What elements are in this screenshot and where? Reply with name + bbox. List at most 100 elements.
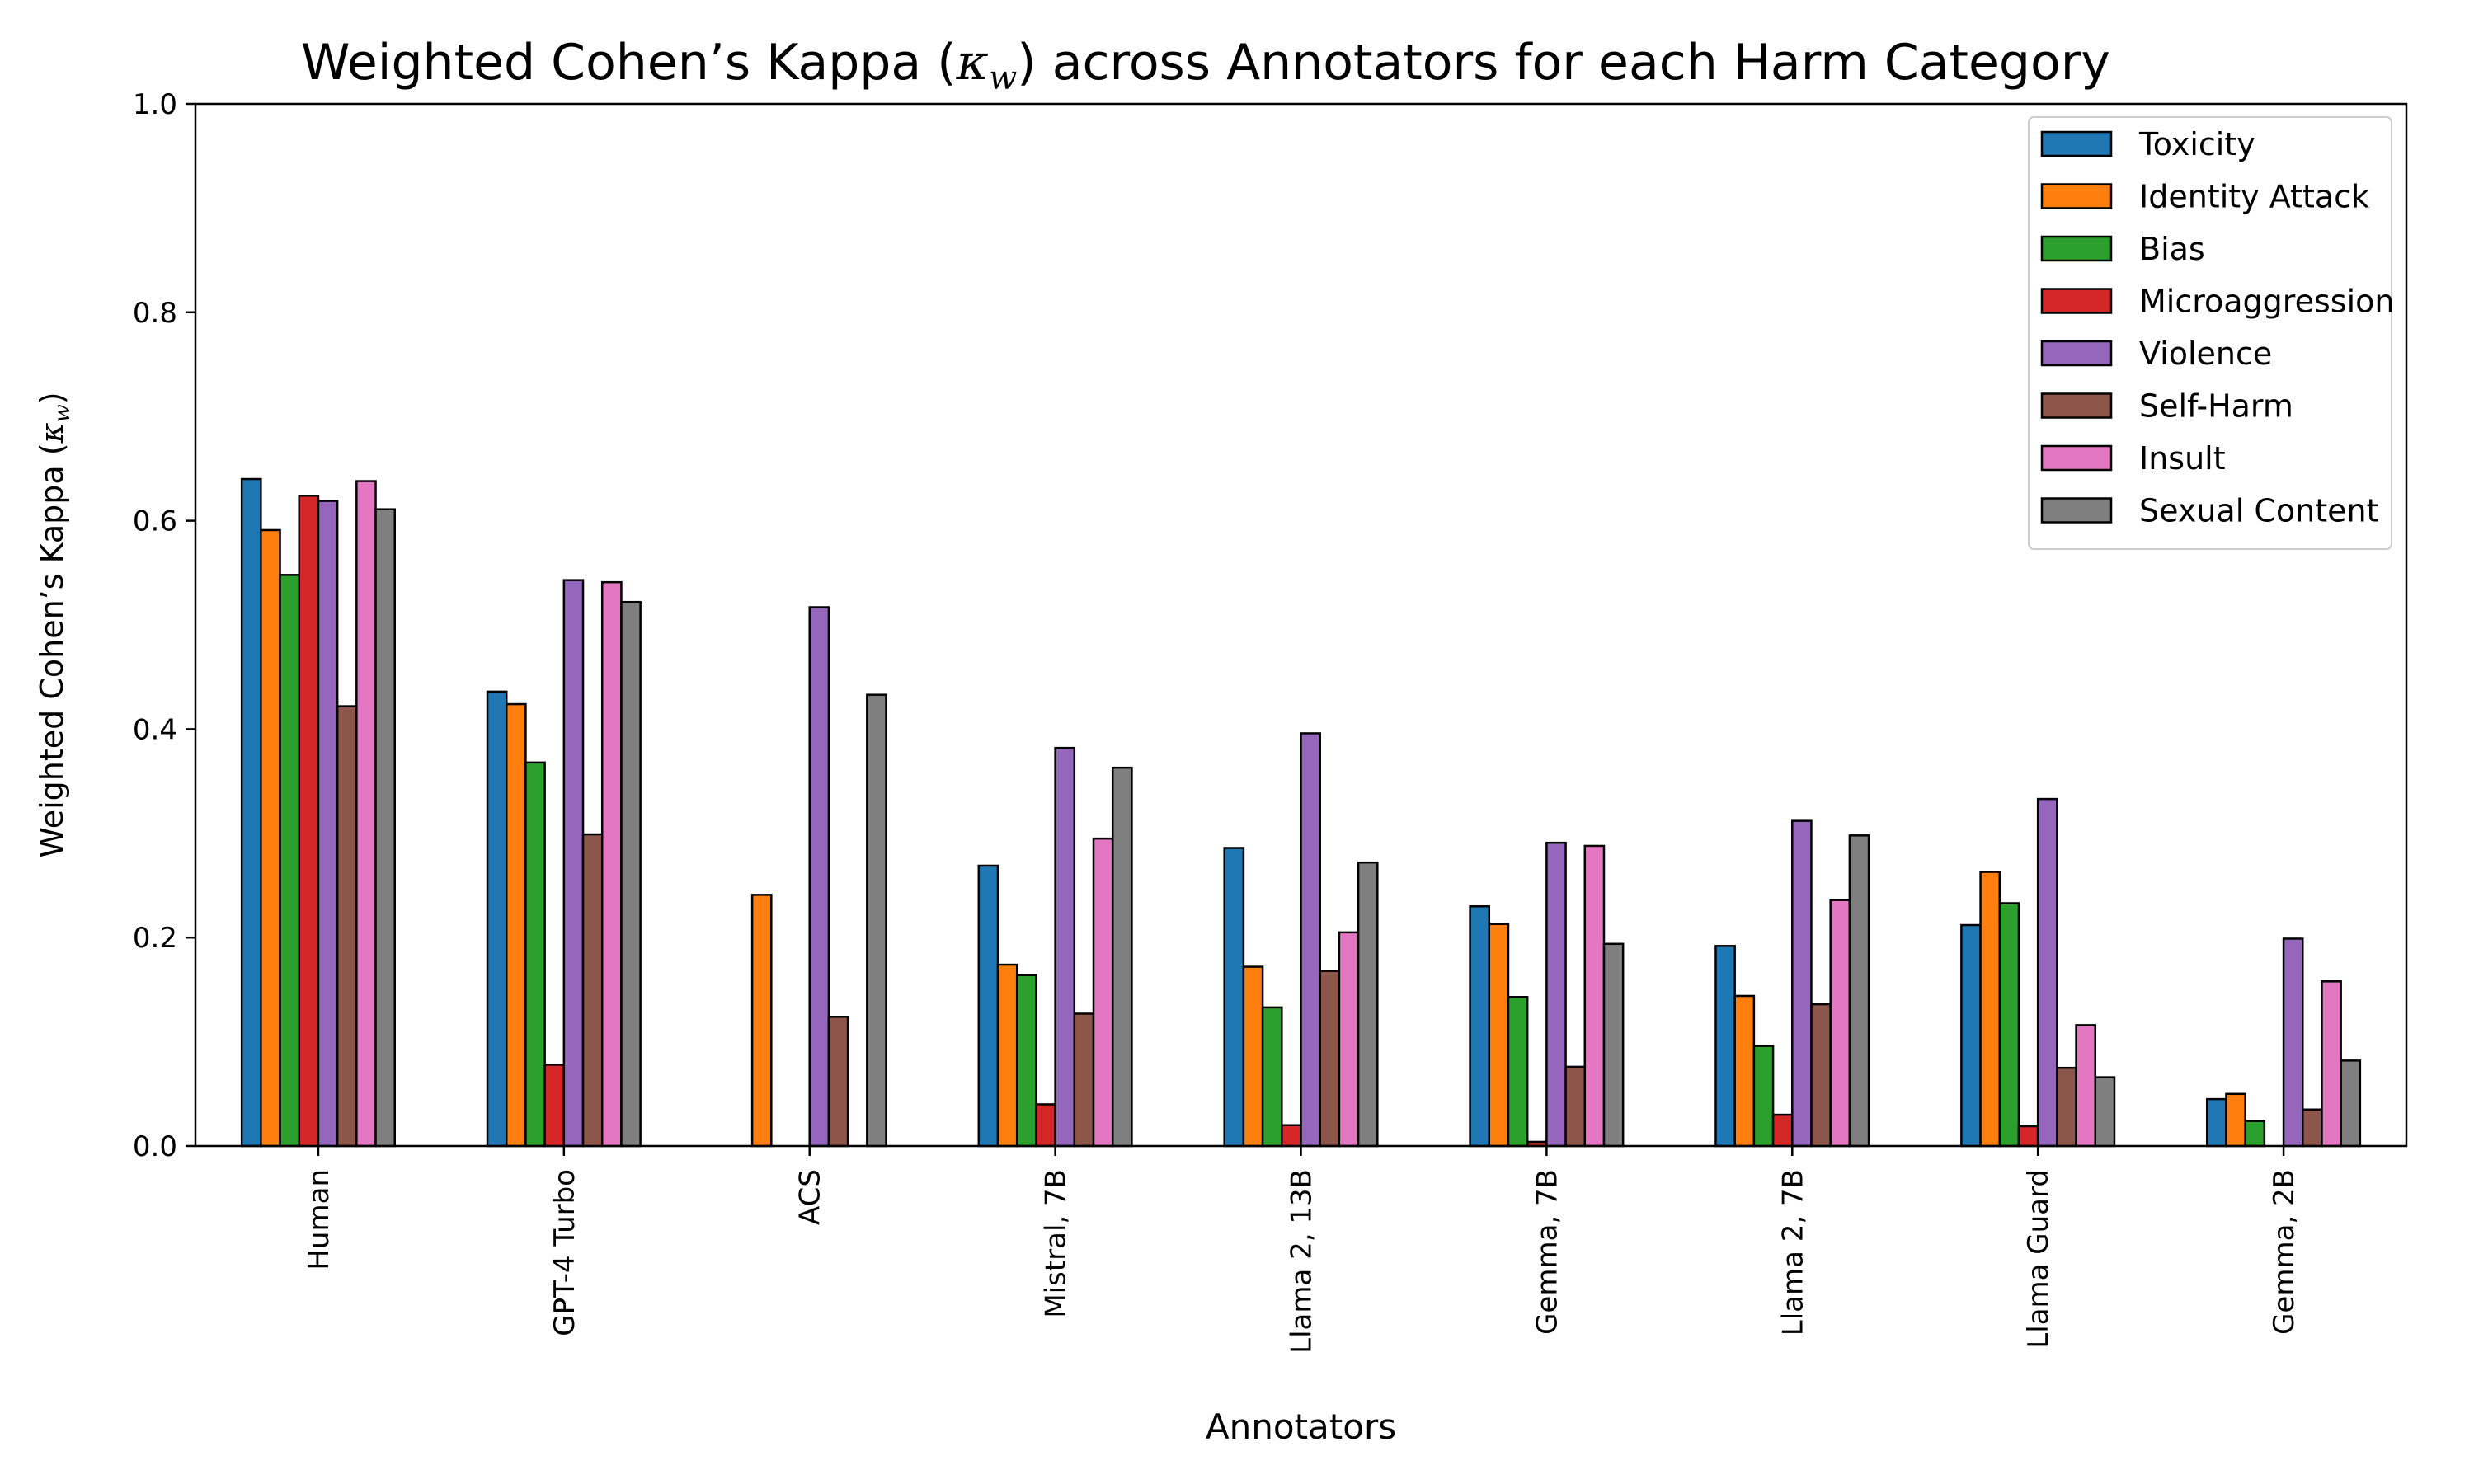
- legend-swatch: [2040, 235, 2113, 262]
- bar-group: [1469, 841, 1625, 1148]
- bar: [1111, 766, 1133, 1148]
- bar: [1092, 837, 1114, 1148]
- x-tick-label: Mistral, 7B: [1040, 1169, 1073, 1318]
- bar-group: [750, 606, 887, 1148]
- bar: [1281, 1124, 1302, 1148]
- x-tick-label: ACS: [794, 1169, 827, 1225]
- bar-group: [1223, 732, 1379, 1148]
- bar: [1319, 970, 1341, 1148]
- legend-swatch: [2040, 130, 2113, 157]
- bar: [562, 579, 585, 1148]
- x-tick-label: Llama 2, 13B: [1286, 1169, 1319, 1354]
- bar-group: [1960, 797, 2116, 1148]
- legend-item: Sexual Content: [2040, 493, 2378, 529]
- bar: [1223, 847, 1245, 1148]
- bar: [2017, 1125, 2039, 1148]
- bar: [1300, 732, 1321, 1148]
- bar: [2206, 1097, 2227, 1148]
- y-tick-label: 0.0: [133, 1130, 177, 1163]
- x-tick-label: Gemma, 2B: [2268, 1169, 2301, 1335]
- bar: [1733, 994, 1756, 1148]
- bar: [543, 1064, 566, 1148]
- legend-item: Identity Attack: [2040, 179, 2369, 215]
- svg-text:Weighted Cohen’s Kappa (κw): Weighted Cohen’s Kappa (κw): [34, 392, 75, 857]
- bars: [240, 477, 2362, 1148]
- x-tick-label: Llama Guard: [2022, 1169, 2055, 1349]
- bar: [827, 1016, 849, 1148]
- bar: [2340, 1059, 2362, 1148]
- legend-swatch: [2040, 392, 2113, 419]
- legend-label: Microaggression: [2139, 284, 2394, 320]
- legend-item: Microaggression: [2040, 284, 2394, 320]
- x-axis: Human GPT-4 Turbo ACS Mistral, 7B Llama 2, 1…: [303, 1146, 2301, 1354]
- bar: [1960, 923, 1982, 1148]
- legend-item: Bias: [2040, 231, 2205, 267]
- bar: [1810, 1003, 1832, 1148]
- legend-label: Sexual Content: [2139, 493, 2378, 529]
- legend-item: Insult: [2040, 440, 2226, 477]
- y-tick-label: 0.2: [133, 922, 177, 955]
- bar: [1488, 923, 1510, 1148]
- bar: [1469, 905, 1491, 1148]
- y-tick-label: 0.8: [133, 297, 177, 330]
- bar: [1054, 746, 1076, 1148]
- bar: [2075, 1024, 2097, 1148]
- bar: [2036, 797, 2058, 1148]
- bar: [996, 963, 1018, 1148]
- bar: [1602, 942, 1625, 1148]
- legend-swatch: [2040, 183, 2113, 209]
- bar: [1714, 945, 1736, 1148]
- bar: [1338, 931, 1360, 1148]
- bar: [317, 500, 339, 1148]
- legend-item: Toxicity: [2040, 126, 2255, 162]
- legend-swatch: [2040, 444, 2113, 472]
- legend-swatch: [2040, 497, 2113, 524]
- bar: [600, 580, 623, 1148]
- y-axis-title: Weighted Cohen’s Kappa (κw): [34, 392, 75, 857]
- x-tick-label: Gemma, 7B: [1531, 1169, 1564, 1335]
- legend-label: Violence: [2139, 336, 2272, 372]
- chart-title-rest: ) across Annotators for each Harm Catego…: [1017, 34, 2110, 92]
- legend-label: Insult: [2139, 440, 2226, 477]
- y-tick-label: 0.6: [133, 505, 177, 538]
- bar: [2056, 1066, 2077, 1148]
- bar: [2282, 937, 2304, 1148]
- y-axis: 0.0 0.2 0.4 0.6 0.8 1.0: [133, 88, 195, 1163]
- bar: [1035, 1103, 1056, 1148]
- legend-box: [2028, 116, 2392, 550]
- bar: [1073, 1012, 1095, 1148]
- bar: [2302, 1108, 2323, 1148]
- svg-text:Weighted Cohen’s Kappa (κw) ac: Weighted Cohen’s Kappa (κw) across Annot…: [301, 34, 2110, 97]
- legend-label: Bias: [2139, 231, 2205, 267]
- bar: [298, 495, 320, 1148]
- bar: [1261, 1006, 1283, 1148]
- bar: [1829, 899, 1851, 1148]
- bar: [240, 477, 262, 1148]
- legend: Toxicity Identity Attack Bias Microaggressi…: [2028, 116, 2394, 550]
- chart-title-kappa: κ: [956, 34, 989, 92]
- bar: [505, 702, 527, 1148]
- bar: [1564, 1065, 1587, 1148]
- bar: [1848, 834, 1870, 1148]
- chart-title: Weighted Cohen’s Kappa (κw) across Annot…: [301, 34, 2110, 97]
- bar-group: [977, 746, 1133, 1148]
- x-tick-label: Llama 2, 7B: [1776, 1169, 1809, 1336]
- bar: [2321, 980, 2342, 1148]
- bar: [260, 528, 281, 1148]
- y-axis-title-subscript: w: [50, 404, 75, 422]
- bar: [355, 480, 377, 1148]
- bar: [1507, 995, 1529, 1148]
- legend-label: Self-Harm: [2139, 388, 2293, 425]
- bar: [1771, 1113, 1794, 1148]
- bar: [1998, 902, 2020, 1148]
- bar: [581, 833, 604, 1148]
- bar-group: [2206, 937, 2362, 1148]
- legend-item: Self-Harm: [2040, 388, 2293, 425]
- bar: [1583, 844, 1606, 1148]
- bar: [1791, 819, 1813, 1148]
- bar: [2244, 1120, 2266, 1148]
- bar: [1357, 861, 1379, 1148]
- chart-title-subscript: w: [989, 59, 1017, 97]
